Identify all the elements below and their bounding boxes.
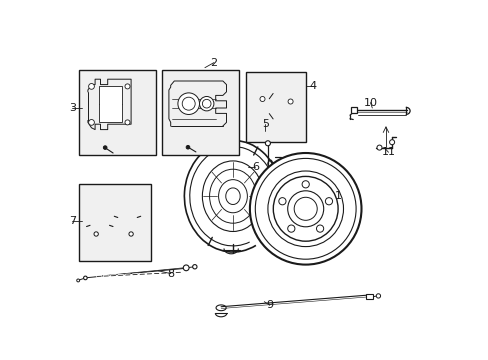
Circle shape <box>199 96 213 111</box>
Circle shape <box>125 120 130 125</box>
Bar <box>79 70 156 155</box>
Bar <box>79 184 151 261</box>
Bar <box>350 107 356 113</box>
Bar <box>365 294 372 299</box>
Text: 2: 2 <box>210 58 217 68</box>
Text: 1: 1 <box>335 191 342 201</box>
Circle shape <box>186 145 189 149</box>
Circle shape <box>88 84 94 89</box>
Circle shape <box>278 198 285 205</box>
Circle shape <box>192 265 197 269</box>
Circle shape <box>249 153 361 265</box>
Circle shape <box>273 176 337 241</box>
Circle shape <box>183 265 189 271</box>
Text: 3: 3 <box>69 103 76 113</box>
Text: 9: 9 <box>265 300 273 310</box>
Circle shape <box>88 120 94 125</box>
Text: 11: 11 <box>381 147 395 157</box>
Circle shape <box>287 191 323 227</box>
Circle shape <box>325 198 332 205</box>
Circle shape <box>287 225 294 232</box>
Text: 4: 4 <box>309 81 316 91</box>
Circle shape <box>302 181 309 188</box>
Circle shape <box>265 141 270 146</box>
Circle shape <box>83 276 87 280</box>
Bar <box>162 70 239 155</box>
Circle shape <box>255 158 355 259</box>
Text: 8: 8 <box>167 269 174 279</box>
Text: 5: 5 <box>262 119 268 129</box>
Circle shape <box>77 279 80 282</box>
Circle shape <box>94 232 98 236</box>
Circle shape <box>129 232 133 236</box>
Bar <box>246 72 306 142</box>
Circle shape <box>376 145 381 150</box>
Circle shape <box>260 96 264 102</box>
Text: 6: 6 <box>251 162 258 172</box>
Circle shape <box>267 171 343 247</box>
Text: 10: 10 <box>363 98 377 108</box>
Circle shape <box>389 140 394 145</box>
Circle shape <box>125 84 130 89</box>
Circle shape <box>294 197 317 220</box>
Circle shape <box>178 93 199 114</box>
Circle shape <box>351 108 355 112</box>
Circle shape <box>316 225 323 232</box>
Circle shape <box>375 294 380 298</box>
Bar <box>99 86 122 122</box>
Circle shape <box>182 97 195 110</box>
Circle shape <box>103 146 107 149</box>
Circle shape <box>287 99 292 104</box>
Text: 7: 7 <box>69 216 76 226</box>
Circle shape <box>202 99 211 108</box>
